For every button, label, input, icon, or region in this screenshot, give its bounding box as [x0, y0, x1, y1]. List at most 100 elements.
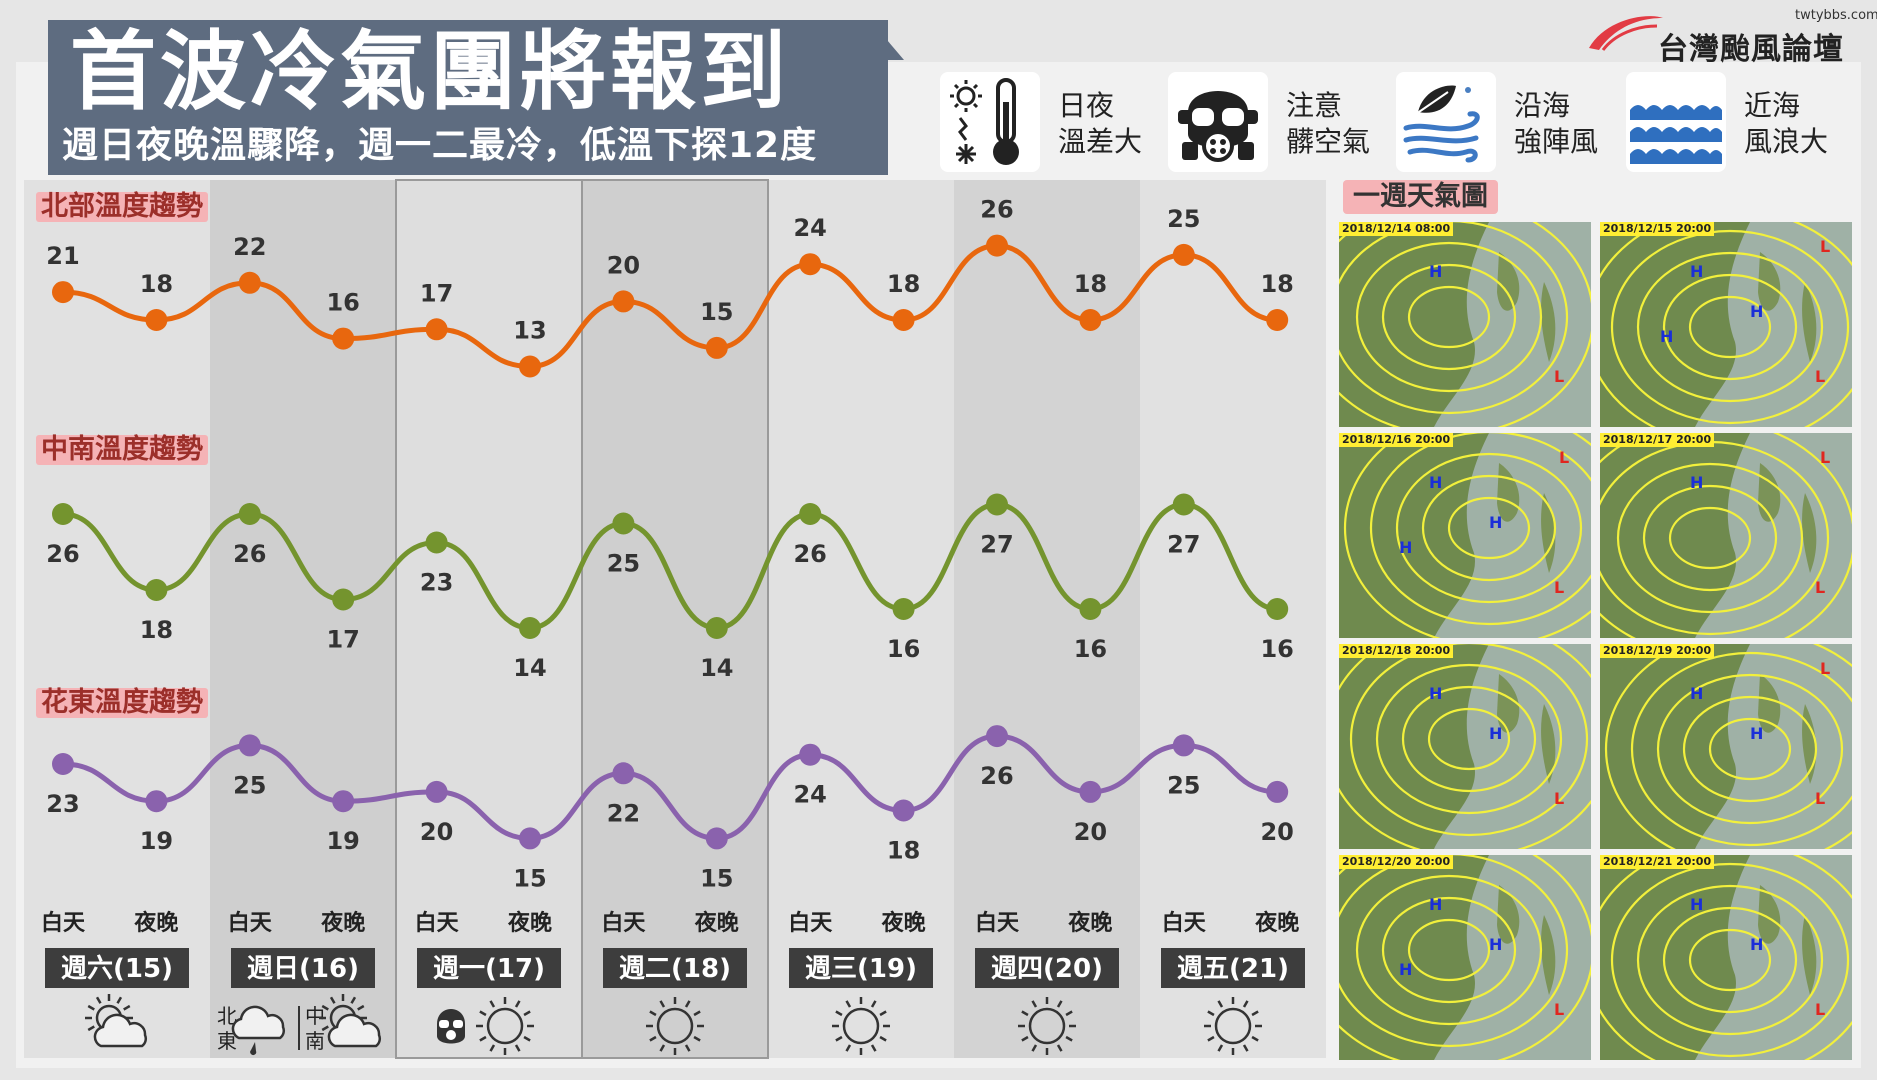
svg-text:H: H [1660, 327, 1673, 346]
sun-ray [659, 1000, 666, 1008]
svg-text:L: L [1820, 237, 1830, 256]
sun-ray [523, 1010, 531, 1017]
page-title: 首波冷氣團將報到 [70, 22, 790, 122]
sun-ray [489, 1000, 496, 1008]
cloud-rain-icon [231, 1005, 285, 1056]
data-point [238, 271, 261, 294]
day-label-box [417, 948, 561, 988]
data-label: 21 [46, 242, 79, 270]
svg-text:L: L [1815, 789, 1825, 808]
svg-text:H: H [1690, 473, 1703, 492]
logo-swoosh-icon [1589, 16, 1663, 51]
svg-text:H: H [1429, 684, 1442, 703]
x-tick-label: 夜晚 [507, 910, 552, 936]
data-point [1079, 780, 1102, 803]
sun-ray [489, 1044, 496, 1052]
sun-ray [835, 1010, 843, 1017]
sun-ray [514, 1044, 521, 1052]
partly-cloudy-icon [319, 994, 381, 1048]
day-column-bg [1140, 180, 1326, 1058]
data-point [145, 579, 168, 601]
svg-text:H: H [1399, 538, 1412, 557]
mask-eye [439, 1020, 449, 1028]
thermometer-sun-snow-icon [940, 72, 1040, 172]
sun-ray [835, 1035, 843, 1042]
data-label: 24 [793, 214, 826, 242]
data-label: 23 [420, 569, 453, 597]
svg-text:L: L [1820, 448, 1830, 467]
region-label-north-east: 北 [217, 1004, 237, 1028]
section-label-north: 北部溫度趨勢 [36, 192, 208, 222]
data-label: 25 [607, 550, 640, 578]
title-banner [48, 20, 888, 175]
sun-ray [523, 1035, 531, 1042]
x-tick-label: 夜晚 [881, 910, 926, 936]
data-point [986, 493, 1008, 516]
data-point [705, 617, 728, 639]
map-date-label: 2018/12/20 20:00 [1339, 855, 1454, 869]
day-label: 週三(19) [805, 954, 917, 984]
svg-text:H: H [1429, 895, 1442, 914]
map-date-label: 2018/12/18 20:00 [1339, 644, 1454, 658]
data-label: 27 [980, 531, 1013, 559]
sun-ray [1065, 1035, 1073, 1042]
data-point [52, 753, 74, 775]
data-label: 26 [46, 540, 79, 568]
weather-map-chart: H H H L [1339, 855, 1591, 1060]
data-label: 26 [233, 540, 266, 568]
data-point [892, 598, 915, 620]
data-point [892, 799, 915, 822]
data-label: 19 [140, 827, 173, 855]
x-tick-label: 白天 [41, 910, 86, 936]
data-label: 27 [1167, 531, 1200, 559]
site-url: twtybbs.com [1795, 8, 1877, 23]
day-column-bg [768, 180, 954, 1058]
data-point [705, 336, 728, 359]
sun-ray [1251, 1035, 1259, 1042]
sun-ray [693, 1010, 701, 1017]
data-point [425, 780, 448, 803]
data-label: 22 [607, 799, 640, 827]
weather-map: H L L 2018/12/17 20:00 [1600, 433, 1852, 638]
data-point [612, 290, 635, 313]
x-tick-label: 夜晚 [133, 910, 178, 936]
data-point [799, 503, 822, 525]
mask-filter [444, 1028, 458, 1042]
data-point [425, 318, 448, 341]
sun-ray [1056, 1000, 1063, 1008]
weather-map: H H L 2018/12/21 20:00 [1600, 855, 1852, 1060]
sun-body [656, 1007, 694, 1045]
weather-map-chart: HL [1339, 222, 1591, 427]
day-label: 週日(16) [247, 954, 359, 984]
weather-map: H H L L 2018/12/19 20:00 [1600, 644, 1852, 849]
svg-text:H: H [1489, 724, 1502, 743]
svg-text:H: H [1690, 895, 1703, 914]
sun-ray [1031, 1044, 1038, 1052]
data-point [1266, 780, 1289, 803]
wind-leaf-icon [1396, 72, 1496, 172]
sun-ray [1251, 1010, 1259, 1017]
x-tick-label: 白天 [1162, 910, 1207, 936]
data-point [519, 617, 541, 639]
data-label: 24 [793, 781, 826, 809]
data-point [1172, 493, 1195, 516]
sun-body [486, 1007, 524, 1045]
weather-map: H H H L 2018/12/20 20:00 [1339, 855, 1591, 1060]
x-tick-label: 白天 [975, 910, 1020, 936]
map-date-label: 2018/12/21 20:00 [1600, 855, 1715, 869]
data-point [1266, 598, 1289, 620]
sun-ray [1242, 1044, 1249, 1052]
data-point [238, 503, 261, 525]
day-label: 週一(17) [433, 954, 545, 984]
sun-body [1028, 1007, 1066, 1045]
rain-drop [250, 1042, 257, 1056]
sun-ray [845, 1044, 852, 1052]
data-point [145, 790, 168, 813]
day-column-highlight [581, 179, 769, 1059]
data-point [52, 281, 74, 304]
sun-ray [879, 1010, 887, 1017]
weather-map-chart: H H L [1600, 855, 1852, 1060]
data-point [519, 355, 541, 378]
x-tick-label: 白天 [601, 910, 646, 936]
sun-ray [693, 1035, 701, 1042]
